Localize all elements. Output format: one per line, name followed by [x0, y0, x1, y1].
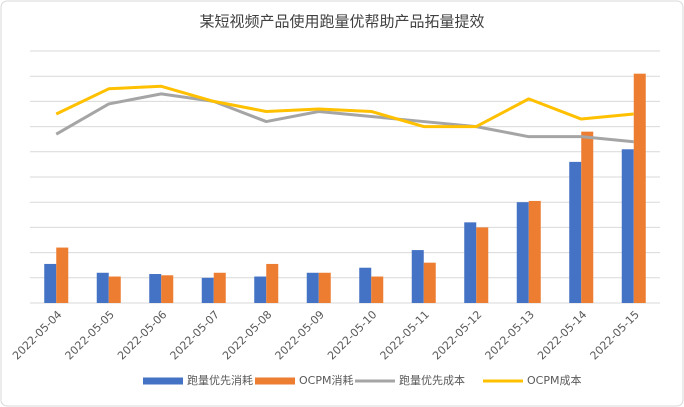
bar — [528, 200, 541, 303]
bar — [423, 262, 436, 303]
bar — [569, 161, 582, 303]
bar — [56, 247, 69, 303]
bar — [108, 276, 121, 303]
legend-label: 跑量优先消耗 — [187, 373, 253, 387]
bar — [161, 275, 174, 303]
chart-title: 某短视频产品使用跑量优帮助产品拓量提效 — [199, 13, 484, 31]
bar — [621, 149, 634, 303]
bar — [516, 202, 529, 303]
bar — [359, 267, 372, 303]
line — [55, 84, 634, 129]
bar — [149, 274, 162, 303]
bar — [213, 272, 226, 303]
bar — [44, 263, 57, 303]
bar — [201, 277, 214, 303]
bar — [96, 272, 109, 303]
bar — [266, 263, 279, 303]
bar — [318, 272, 331, 303]
legend-swatch — [143, 377, 183, 385]
bar — [464, 222, 477, 303]
bar — [581, 131, 594, 303]
bar — [411, 250, 424, 303]
legend-label: OCPM消耗 — [299, 373, 353, 387]
legend-label: OCPM成本 — [527, 373, 581, 387]
legend-swatch — [255, 377, 295, 385]
bar — [254, 276, 267, 303]
line — [55, 92, 634, 144]
bar — [633, 73, 646, 304]
legend-label: 跑量优先成本 — [399, 373, 465, 387]
bar — [476, 227, 489, 303]
bar — [306, 272, 319, 303]
bar — [371, 276, 384, 303]
